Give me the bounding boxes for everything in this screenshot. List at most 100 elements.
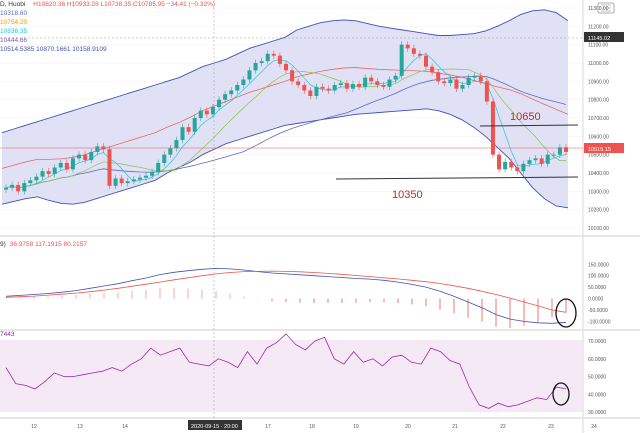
candle-body	[326, 88, 331, 91]
candle-body	[83, 154, 88, 161]
candle-body	[545, 154, 550, 164]
candle-body	[521, 163, 526, 172]
candle-body	[22, 183, 27, 192]
rsi-axis[interactable]: 70.0000 60.0000 50.0000 40.0000 30.0000	[588, 339, 606, 416]
candle-body	[375, 81, 380, 85]
rsi-highlight-circle	[552, 382, 570, 406]
candle-body	[186, 127, 191, 132]
candlestick-series[interactable]	[4, 41, 568, 195]
candle-body	[564, 147, 568, 152]
candle-body	[46, 171, 51, 174]
macd-tick-label: 0.0000	[588, 297, 604, 303]
candle-body	[344, 83, 349, 89]
bollinger-legend: 10514.5385 10870.1661 10158.9109	[0, 46, 107, 53]
candle-body	[265, 53, 270, 62]
candle-body	[436, 72, 441, 82]
candle-body	[58, 162, 63, 168]
candle-body	[490, 101, 495, 155]
candle-body	[131, 179, 136, 182]
macd-line	[5, 267, 567, 324]
time-tick-label: 22	[500, 424, 506, 430]
candle-body	[70, 158, 75, 170]
candle-body	[320, 86, 325, 89]
crosshair-date-tag	[188, 420, 242, 430]
candle-body	[424, 55, 428, 67]
time-tick-label: 24	[591, 424, 597, 430]
crosshair-date-text: 2020-09-15 · 20:00	[191, 424, 238, 430]
ohlc-values: H10820.36 H10933.28 L10738.35 C10785.95 …	[33, 1, 215, 8]
price-tick-label: 10400.00	[588, 171, 609, 177]
crosshair-price-tag	[584, 32, 624, 42]
bollinger-upper-line	[1, 9, 569, 134]
candle-body	[387, 79, 392, 87]
candle-body	[338, 83, 343, 85]
macd-tick-label: -100.0000	[588, 319, 611, 325]
rsi-legend: 7443	[0, 331, 15, 338]
candle-body	[137, 177, 142, 180]
price-tick-label: 10700.00	[588, 116, 609, 122]
candle-body	[539, 158, 544, 164]
ma-long-line	[5, 75, 567, 189]
candle-body	[442, 81, 447, 84]
gear-icon[interactable]	[597, 2, 615, 14]
candle-body	[332, 85, 337, 91]
time-tick-label: 13	[77, 424, 83, 430]
candle-body	[192, 118, 197, 132]
candle-body	[284, 63, 288, 71]
candle-body	[484, 81, 489, 102]
candle-body	[363, 77, 368, 87]
candle-body	[466, 77, 471, 85]
ma-legend-1: 10318.60	[0, 10, 27, 17]
support-line[interactable]	[335, 176, 579, 180]
symbol-header: D, Huobi H10820.36 H10933.28 L10738.35 C1…	[0, 1, 215, 8]
candle-body	[119, 178, 124, 184]
candle-body	[350, 84, 355, 89]
crosshair-price-text: 11145.02	[588, 36, 610, 42]
macd-tick-label: 100.0000	[588, 274, 609, 280]
candle-body	[34, 176, 39, 181]
candle-body	[533, 158, 538, 161]
macd-tick-label: 50.0000	[588, 285, 606, 291]
time-axis[interactable]: 121314161718192021222324	[31, 424, 597, 430]
candle-body	[399, 44, 404, 76]
candle-body	[503, 162, 508, 170]
candle-body	[113, 178, 118, 186]
current-price-text: 10515.15	[588, 147, 611, 153]
rsi-tick-label: 60.0000	[588, 357, 606, 363]
candle-body	[509, 162, 514, 168]
candle-body	[357, 84, 362, 87]
price-tick-label: 10200.00	[588, 208, 609, 214]
candle-body	[296, 81, 301, 85]
candle-body	[180, 127, 185, 140]
resistance-line[interactable]	[479, 124, 579, 127]
candle-body	[64, 162, 69, 170]
bollinger-lower-line	[1, 108, 569, 209]
candle-body	[150, 172, 155, 176]
candle-body	[290, 70, 295, 82]
macd-axis[interactable]: 150.0000 100.0000 50.0000 0.0000 -50.0000 -10…	[588, 262, 611, 325]
candle-body	[229, 90, 234, 95]
candle-body	[168, 148, 173, 155]
price-tick-label: 10500.00	[588, 153, 609, 159]
price-tick-label: 11100.00	[588, 43, 608, 49]
candle-body	[381, 85, 386, 87]
time-tick-label: 20	[405, 424, 411, 430]
candle-body	[77, 154, 82, 159]
time-tick-label: 21	[452, 424, 458, 430]
time-tick-label: 12	[31, 424, 37, 430]
candle-body	[393, 75, 398, 80]
macd-highlight-circle	[555, 298, 577, 328]
candle-body	[95, 146, 100, 152]
candle-body	[411, 48, 416, 54]
rsi-tick-label: 50.0000	[588, 375, 606, 381]
macd-signal-line	[5, 270, 567, 313]
candle-body	[527, 160, 532, 164]
candle-body	[174, 140, 179, 149]
candle-body	[302, 85, 307, 91]
ma-legend-3: 10836.35	[0, 28, 27, 35]
candle-body	[253, 63, 258, 71]
candle-body	[144, 175, 148, 178]
price-tick-label: 10800.00	[588, 98, 609, 104]
